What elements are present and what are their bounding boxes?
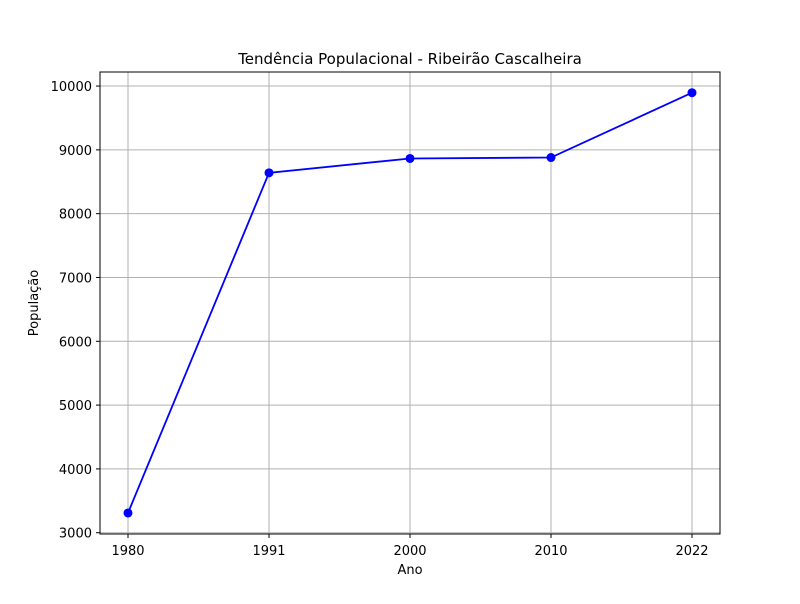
y-tick-label: 5000 — [59, 399, 92, 414]
y-tick-label: 7000 — [59, 271, 92, 286]
x-axis-label: Ano — [397, 563, 422, 578]
y-tick-label: 9000 — [59, 144, 92, 159]
x-tick-label: 2022 — [675, 544, 708, 559]
chart-title: Tendência Populacional - Ribeirão Cascal… — [237, 50, 582, 68]
x-tick-label: 2010 — [534, 544, 567, 559]
grid — [100, 72, 720, 534]
data-point — [123, 508, 133, 518]
y-tick-label: 10000 — [51, 80, 92, 95]
y-tick-label: 8000 — [59, 208, 92, 223]
x-tick-label: 1991 — [252, 544, 285, 559]
x-tick-label: 2000 — [393, 544, 426, 559]
series-layer — [123, 88, 697, 518]
data-point — [264, 168, 274, 178]
y-tick-label: 6000 — [59, 335, 92, 350]
data-point — [546, 153, 556, 163]
data-point — [687, 88, 697, 98]
x-tick-label: 1980 — [111, 544, 144, 559]
x-axis: 1980 1991 2000 2010 2022 — [111, 534, 709, 559]
data-point — [405, 153, 415, 163]
y-tick-label: 4000 — [59, 463, 92, 478]
y-tick-label: 3000 — [59, 527, 92, 542]
y-axis: 3000 4000 5000 6000 7000 8000 9000 10000 — [51, 80, 100, 542]
y-axis-label: População — [27, 270, 42, 337]
